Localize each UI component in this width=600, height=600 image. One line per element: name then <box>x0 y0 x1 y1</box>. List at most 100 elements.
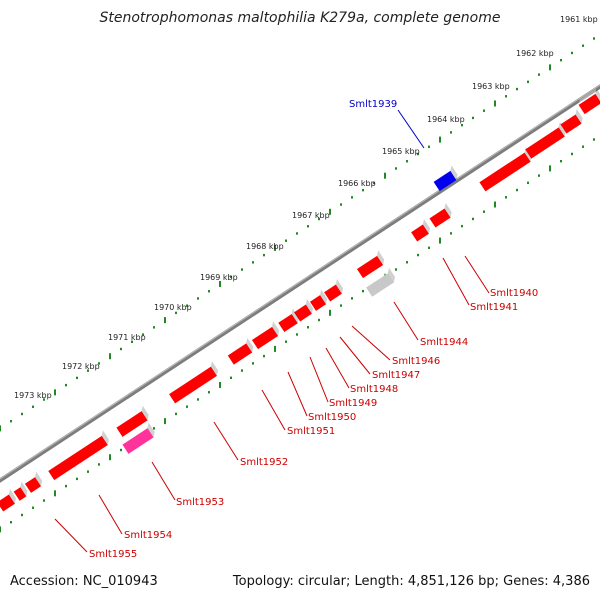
label-leader-lines <box>54 109 490 553</box>
gene-block-body <box>411 224 429 242</box>
gene-block-side <box>444 202 452 218</box>
scale-label: 1968 kbp <box>246 242 284 251</box>
gene-block-body <box>0 494 15 512</box>
leader-line <box>261 389 286 431</box>
scale-label: 1970 kbp <box>154 303 192 312</box>
gene-label: Smlt1950 <box>308 412 356 423</box>
gene-smlt1939-top <box>433 165 452 182</box>
gene-block <box>479 147 532 192</box>
gene-block <box>24 471 43 493</box>
gene-block-side <box>387 267 396 283</box>
gene-block-top <box>116 405 143 428</box>
gene-label: Smlt1955 <box>89 549 137 560</box>
gene-block-side <box>558 121 566 137</box>
gene-block-body <box>366 273 394 297</box>
gene-block-top <box>479 147 526 183</box>
gene-block-body <box>560 114 582 134</box>
gene-block <box>251 321 280 350</box>
gene-block-body <box>479 152 531 192</box>
scale-label: 1964 kbp <box>427 115 465 124</box>
gene-block-top <box>309 289 322 302</box>
leader-line <box>393 301 419 341</box>
gene-block <box>429 202 452 228</box>
gene-block <box>169 361 219 404</box>
gene-block-top <box>251 321 274 340</box>
gene-block-top <box>13 481 22 492</box>
gene-block <box>560 108 583 134</box>
leader-line <box>442 257 470 306</box>
gene-block-top <box>48 430 103 471</box>
gene-block-top <box>122 422 149 445</box>
scale-ticks-outer <box>0 37 595 432</box>
gene-block-top <box>429 202 446 219</box>
gene-block-body <box>309 295 327 311</box>
gene-block-top <box>278 308 293 323</box>
gene-block-side <box>319 289 328 305</box>
gene-block <box>0 489 17 512</box>
genome-backbone <box>0 84 600 483</box>
gene-label: Smlt1944 <box>420 337 468 348</box>
scale-ticks-inner <box>0 138 595 533</box>
gene-block <box>278 308 299 332</box>
gene-block-side <box>141 405 149 421</box>
gene-block <box>411 219 431 242</box>
gene-block-side <box>305 299 314 314</box>
scale-label: 1973 kbp <box>14 391 52 400</box>
gene-block-top <box>356 250 379 269</box>
gene-label: Smlt1951 <box>287 426 335 437</box>
gene-block-top <box>560 108 577 125</box>
scale-label: 1963 kbp <box>472 82 510 91</box>
gene-label: Smlt1946 <box>392 356 440 367</box>
scale-label: 1971 kbp <box>108 333 146 342</box>
gene-block <box>48 430 109 481</box>
gene-block-side <box>595 88 600 104</box>
gene-block-body <box>278 314 298 332</box>
gene-block-side <box>34 471 43 487</box>
gene-block-body <box>169 366 217 404</box>
leader-line <box>151 461 176 501</box>
gene-block-side <box>147 422 155 438</box>
gene-block-side <box>101 430 109 446</box>
gene-block-top <box>411 219 424 233</box>
gene-block-top <box>0 489 10 503</box>
genome-summary-text: Topology: circular; Length: 4,851,126 bp… <box>232 574 590 589</box>
gene-labels: Smlt1939 Smlt1940 Smlt1941 Smlt1944 Smlt1946… <box>89 99 538 560</box>
gene-label: Smlt1948 <box>350 384 398 395</box>
leader-line <box>339 336 371 375</box>
leader-line <box>397 109 425 149</box>
gene-block-top <box>324 279 337 293</box>
gene-block <box>366 267 396 297</box>
gene-block-top <box>227 337 248 356</box>
leader-line <box>351 325 391 361</box>
gene-block-body <box>251 326 279 350</box>
gene-block-body <box>227 343 253 365</box>
leader-line <box>213 421 239 461</box>
gene-block-top <box>366 267 389 288</box>
gene-label: Smlt1940 <box>490 288 538 299</box>
gene-label: Smlt1952 <box>240 457 288 468</box>
gene-block-body <box>525 127 565 159</box>
gene-label: Smlt1947 <box>372 370 420 381</box>
gene-block <box>356 250 385 279</box>
leader-line <box>54 518 88 553</box>
gene-block-body <box>48 435 108 481</box>
gene-block-body <box>324 284 342 302</box>
gene-block <box>122 422 155 454</box>
gene-block <box>525 121 566 159</box>
leader-line <box>464 255 490 294</box>
gene-block-body <box>356 255 384 279</box>
accession-text: Accession: NC_010943 <box>10 574 158 589</box>
scale-label: 1967 kbp <box>292 211 330 220</box>
gene-block-body <box>578 93 600 115</box>
genome-title: Stenotrophomonas maltophilia K279a, comp… <box>99 10 501 26</box>
gene-block-side <box>291 308 299 324</box>
gene-block-top <box>169 361 213 395</box>
gene-block-body <box>429 208 451 228</box>
gene-block <box>13 481 28 501</box>
gene-block-side <box>575 108 583 124</box>
gene-block-body <box>13 487 27 501</box>
leader-line <box>98 494 123 535</box>
scale-label: 1972 kbp <box>62 362 100 371</box>
scale-label: 1966 kbp <box>338 179 376 188</box>
gene-block-body <box>116 411 148 437</box>
